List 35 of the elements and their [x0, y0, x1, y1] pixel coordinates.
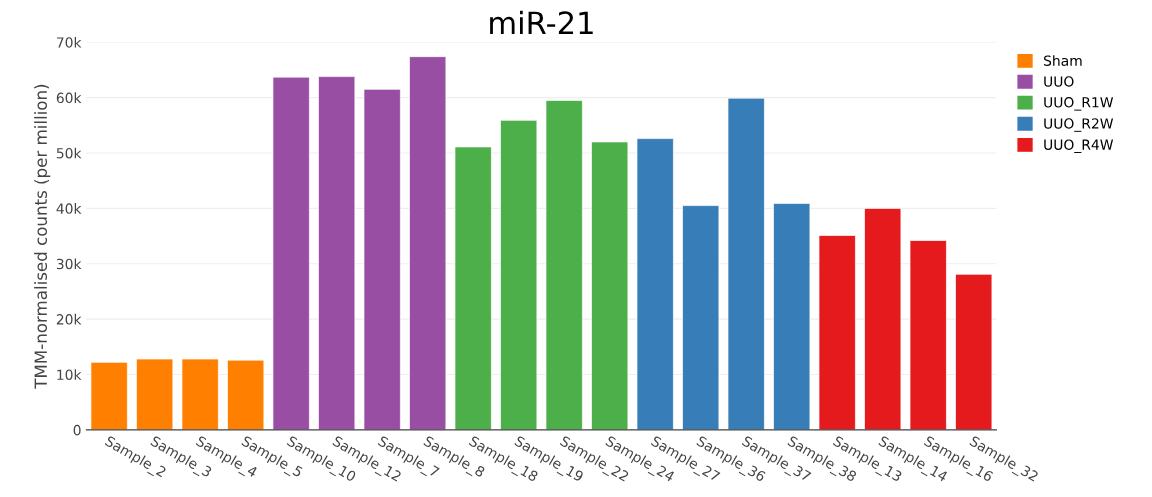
bar: [500, 119, 538, 430]
y-tick-label: 60k: [56, 92, 82, 104]
bar: [727, 97, 765, 430]
bar: [909, 240, 947, 430]
bar: [545, 100, 583, 430]
chart-title: miR-21: [490, 10, 593, 34]
bar: [818, 235, 856, 430]
bar: [90, 361, 128, 430]
y-tick-label: 50k: [56, 147, 82, 159]
y-tick-label: 20k: [56, 313, 82, 325]
bar: [409, 56, 447, 430]
y-tick-label: 0: [73, 424, 81, 436]
bar: [454, 146, 492, 430]
bar: [272, 76, 310, 430]
bar: [227, 359, 265, 430]
y-tick-label: 70k: [56, 36, 82, 48]
legend-label: UUO_R1W: [1044, 97, 1114, 111]
y-tick-label: 10k: [57, 369, 82, 380]
bar: [363, 88, 401, 430]
bar: [181, 358, 219, 430]
legend-label: Sham: [1044, 55, 1082, 66]
y-tick-label: 40k: [56, 203, 82, 214]
bar: [318, 76, 356, 430]
legend-label: UUO_R4W: [1044, 139, 1114, 153]
bar: [591, 141, 629, 430]
bar: [682, 205, 720, 430]
legend-label: UUO_R2W: [1044, 118, 1114, 132]
y-axis-title: TMM-normalised counts (per million): [34, 84, 51, 389]
bar: [955, 273, 993, 430]
legend-label: UUO: [1044, 76, 1074, 87]
bar: [636, 138, 674, 430]
y-tick-label: 30k: [56, 258, 82, 270]
bar: [864, 208, 902, 430]
bar: [773, 203, 811, 430]
bar: [136, 358, 174, 430]
